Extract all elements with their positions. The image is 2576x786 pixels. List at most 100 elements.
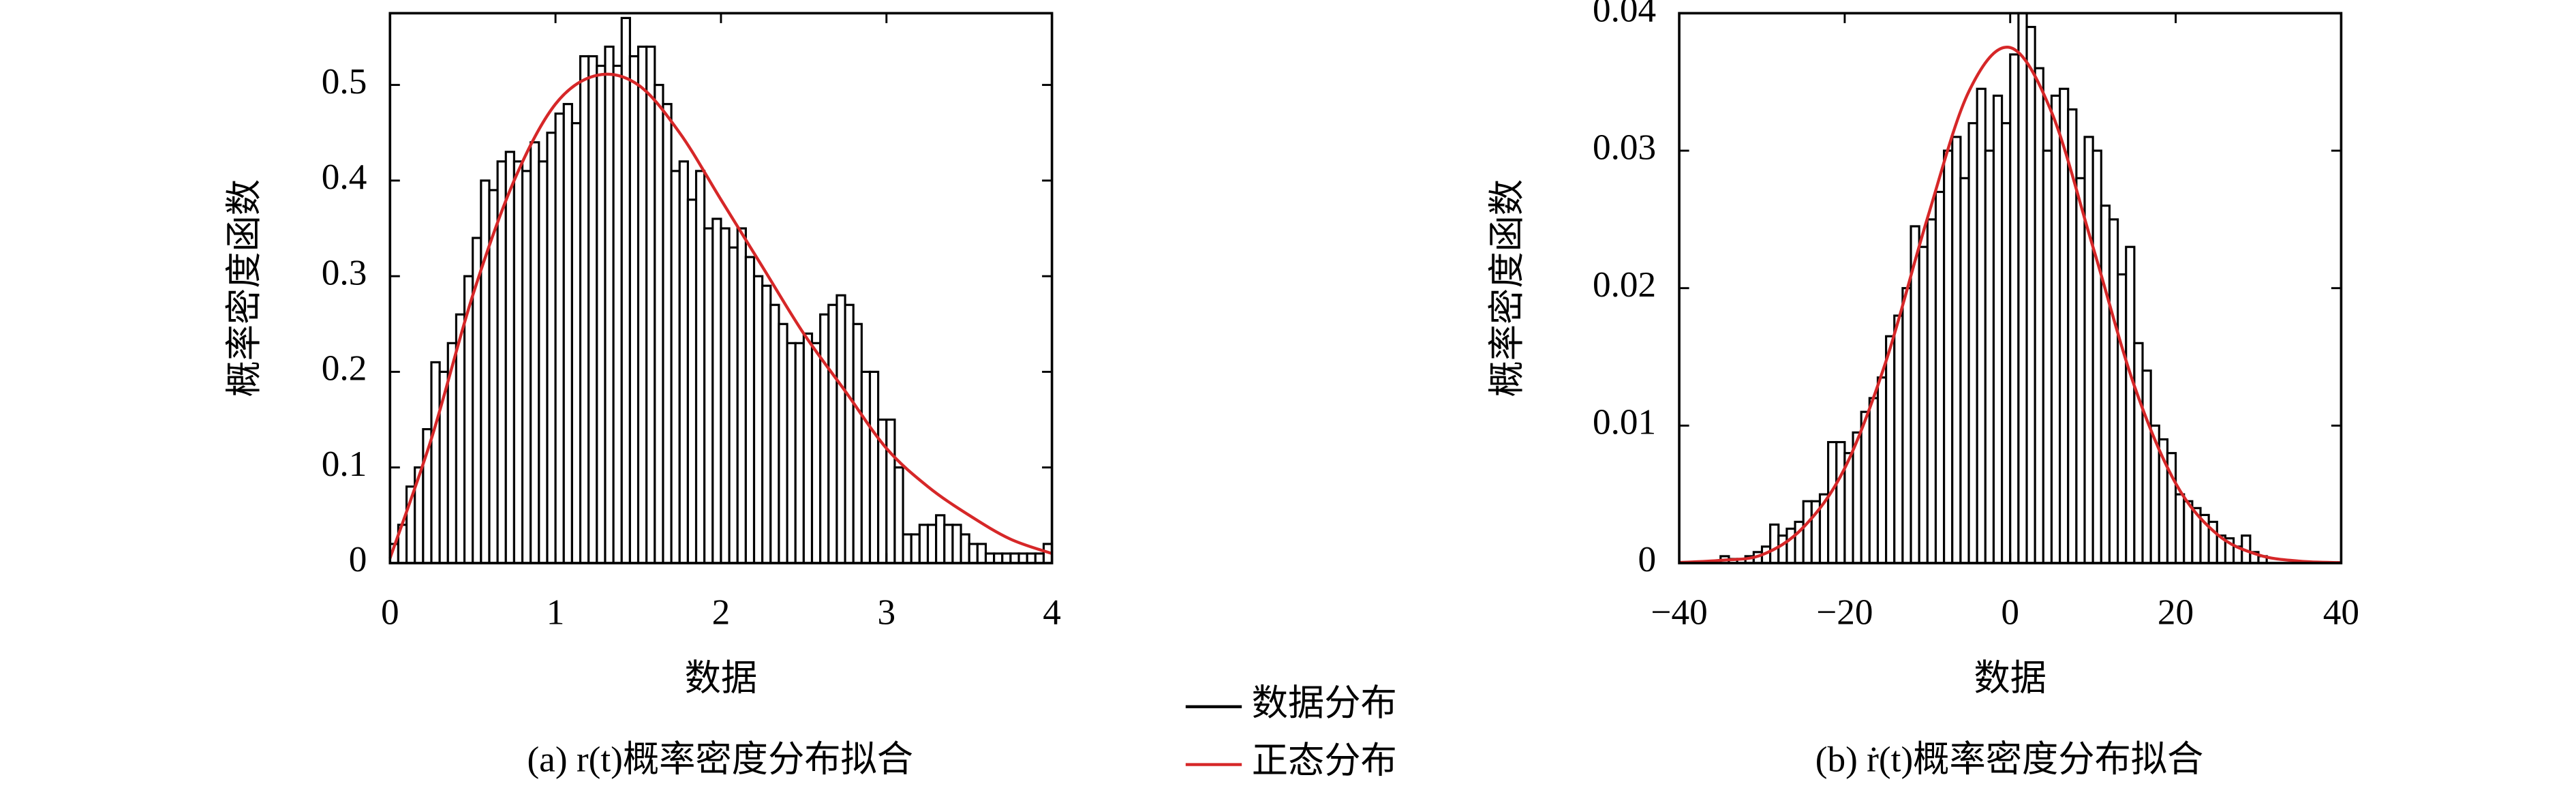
bar: [579, 55, 590, 564]
fit-curve: [388, 72, 1053, 559]
bar: [1918, 245, 1929, 564]
bar: [554, 112, 565, 564]
bar: [2042, 149, 2053, 564]
bar: [1926, 218, 1937, 564]
bar: [612, 64, 623, 564]
bar: [918, 524, 930, 564]
bar: [852, 322, 863, 564]
bar: [2025, 25, 2036, 564]
bar: [1026, 552, 1037, 564]
bar: [926, 524, 938, 564]
bar: [2108, 218, 2119, 564]
bar: [1034, 552, 1045, 564]
bar: [744, 256, 756, 564]
bar: [480, 179, 491, 564]
bar: [504, 151, 515, 564]
bar: [844, 303, 855, 564]
bar: [893, 466, 904, 564]
x-tick-label: 40: [2323, 592, 2359, 633]
x-tick-label: 0: [2001, 592, 2019, 633]
bar: [1852, 431, 1862, 564]
bar: [2001, 122, 2012, 564]
bar: [728, 246, 739, 564]
bar: [778, 322, 788, 564]
bar: [1827, 440, 1838, 564]
bar: [960, 533, 970, 564]
bar: [512, 160, 524, 564]
bar: [860, 370, 872, 564]
bar: [1934, 190, 1946, 564]
bar: [1885, 335, 1896, 564]
bar: [902, 533, 913, 564]
bar: [984, 552, 996, 564]
bar: [570, 122, 582, 564]
bar: [935, 514, 946, 564]
bar: [1835, 440, 1846, 564]
legend-label: 正态分布: [1252, 741, 1397, 781]
caption: (b) ṙ(t)概率密度分布拟合: [1815, 739, 2204, 779]
bar: [530, 141, 540, 564]
bar: [654, 84, 664, 564]
bar: [835, 294, 846, 564]
bar: [1976, 87, 1987, 564]
bar: [637, 45, 648, 564]
x-tick-label: 2: [712, 592, 731, 633]
bar: [1984, 149, 1995, 564]
y-tick-label: 0.3: [322, 252, 367, 292]
bar: [430, 361, 441, 564]
bar: [2017, 12, 2028, 564]
y-tick-label: 0.01: [1593, 402, 1656, 442]
bar: [761, 284, 772, 564]
bar: [802, 332, 814, 564]
bar: [2175, 493, 2186, 564]
bar: [794, 342, 805, 564]
bar: [769, 303, 780, 564]
bar: [2091, 149, 2102, 564]
x-tick-label: 0: [381, 592, 399, 633]
bar: [662, 103, 673, 564]
bar: [670, 170, 681, 564]
bar: [620, 16, 631, 564]
bar: [968, 543, 979, 564]
bar: [1769, 523, 1780, 564]
bar: [628, 55, 640, 564]
bar: [678, 160, 689, 564]
legend-label: 数据分布: [1252, 683, 1397, 723]
bar: [736, 227, 747, 564]
bar: [1876, 376, 1888, 564]
y-tick-label: 0: [1638, 539, 1657, 579]
y-tick-label: 0.5: [322, 61, 367, 102]
bar: [521, 170, 532, 564]
x-axis-label: 数据: [1974, 659, 2046, 699]
bar: [1868, 397, 1880, 564]
y-tick-label: 0.02: [1593, 264, 1656, 305]
bar: [2050, 94, 2061, 564]
bar: [1901, 287, 1912, 564]
bar: [1967, 122, 1978, 564]
bar: [2117, 273, 2128, 564]
bar: [1951, 136, 1962, 564]
y-tick-label: 0.03: [1593, 127, 1656, 167]
bar: [819, 313, 830, 564]
x-tick-label: −40: [1651, 592, 1707, 633]
bar: [604, 45, 615, 564]
bar: [1943, 149, 1954, 564]
bar: [1992, 94, 2004, 564]
y-tick-label: 0: [349, 539, 367, 579]
bar: [2100, 205, 2111, 564]
bar: [1777, 534, 1788, 564]
bar: [1959, 177, 1970, 564]
bar: [1802, 500, 1813, 564]
bar: [694, 170, 706, 564]
x-tick-label: 20: [2158, 592, 2194, 633]
bar: [2083, 136, 2094, 564]
x-tick-label: 3: [877, 592, 895, 633]
bar: [596, 64, 607, 564]
bar: [2141, 369, 2152, 564]
bar: [546, 132, 557, 564]
y-tick-label: 0.2: [322, 348, 367, 389]
y-tick-label: 0.4: [322, 157, 367, 197]
bar: [2075, 177, 2086, 564]
bar: [711, 217, 722, 564]
